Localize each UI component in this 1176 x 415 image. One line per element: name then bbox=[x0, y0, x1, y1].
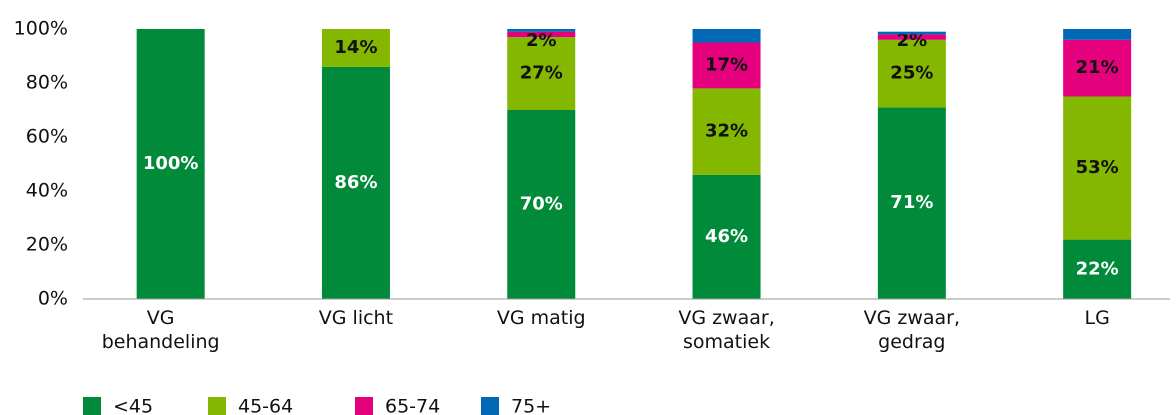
y-tick-label: 60% bbox=[26, 126, 68, 148]
bar-segment bbox=[1063, 29, 1132, 40]
x-tick-label: VG behandeling bbox=[101, 307, 220, 353]
legend-swatch bbox=[355, 397, 373, 415]
data-label: 32% bbox=[705, 121, 748, 142]
data-label: 17% bbox=[705, 54, 748, 75]
data-label: 100% bbox=[143, 153, 199, 174]
bar-segment bbox=[877, 34, 946, 40]
legend-label: 45-64 bbox=[238, 396, 293, 415]
bar-segment bbox=[507, 29, 576, 32]
x-tick-label: VG matig bbox=[496, 307, 586, 329]
bar-segment bbox=[692, 42, 761, 89]
bar-segment bbox=[877, 31, 946, 35]
legend-label: <45 bbox=[113, 396, 153, 415]
bar-segment bbox=[692, 174, 761, 299]
y-tick-label: 80% bbox=[26, 72, 68, 94]
data-label: 25% bbox=[890, 63, 933, 84]
data-label: 14% bbox=[334, 37, 377, 58]
bar-segment bbox=[692, 29, 761, 43]
y-tick-label: 40% bbox=[26, 180, 68, 202]
bar-segment bbox=[321, 66, 390, 299]
bar-segment bbox=[507, 37, 576, 110]
legend-swatch bbox=[481, 397, 499, 415]
data-label: 2% bbox=[897, 30, 928, 51]
bar-segment bbox=[1063, 239, 1132, 299]
bar-segment bbox=[507, 110, 576, 299]
bar-segment bbox=[136, 29, 205, 299]
bar-segment bbox=[1063, 39, 1132, 97]
y-tick-label: 0% bbox=[38, 288, 68, 310]
legend-label: 75+ bbox=[511, 396, 551, 415]
bar-segment bbox=[692, 88, 761, 175]
legend-swatch bbox=[83, 397, 101, 415]
x-tick-label: VG zwaar, gedrag bbox=[863, 307, 961, 353]
y-tick-label: 20% bbox=[26, 234, 68, 256]
data-label: 70% bbox=[520, 194, 563, 215]
data-label: 71% bbox=[890, 192, 933, 213]
data-label: 46% bbox=[705, 226, 748, 247]
bar-segment bbox=[321, 29, 390, 67]
data-label: 21% bbox=[1076, 57, 1119, 78]
y-tick-label: 100% bbox=[14, 18, 68, 40]
x-tick-label: VG licht bbox=[318, 307, 394, 329]
data-label: 22% bbox=[1076, 258, 1119, 279]
bar-segment bbox=[507, 31, 576, 38]
data-label: 2% bbox=[526, 30, 557, 51]
bar-segment bbox=[1063, 96, 1132, 240]
legend-label: 65-74 bbox=[385, 396, 440, 415]
legend-swatch bbox=[208, 397, 226, 415]
bar-segment bbox=[877, 39, 946, 108]
data-label: 53% bbox=[1076, 157, 1119, 178]
x-tick-label: LG bbox=[1084, 307, 1110, 329]
x-tick-label: VG zwaar, somatiek bbox=[678, 307, 775, 353]
bar-segment bbox=[877, 107, 946, 299]
data-label: 27% bbox=[520, 63, 563, 84]
data-label: 86% bbox=[334, 172, 377, 193]
